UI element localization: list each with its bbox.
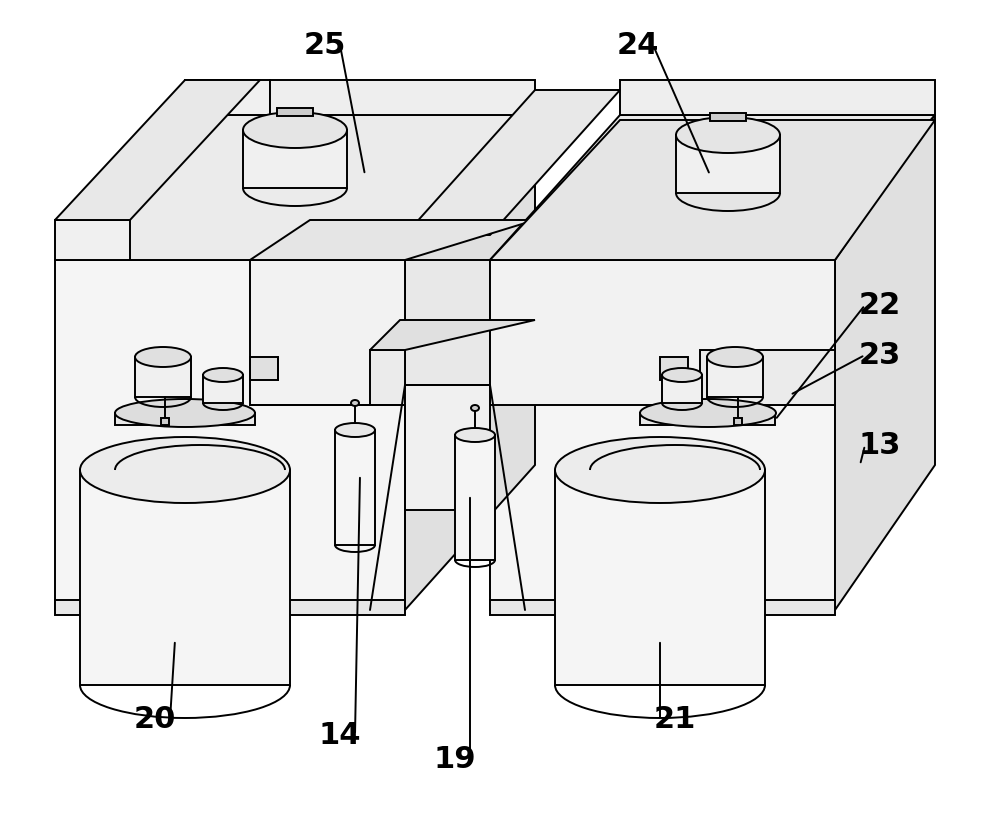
Polygon shape xyxy=(161,418,169,425)
Ellipse shape xyxy=(455,428,495,442)
Polygon shape xyxy=(490,120,935,260)
Ellipse shape xyxy=(676,117,780,153)
Polygon shape xyxy=(135,357,191,397)
Polygon shape xyxy=(277,108,313,116)
Polygon shape xyxy=(370,350,405,405)
Polygon shape xyxy=(55,80,260,220)
Polygon shape xyxy=(734,418,742,425)
Polygon shape xyxy=(80,470,290,685)
Text: 22: 22 xyxy=(859,291,901,320)
Polygon shape xyxy=(405,115,535,610)
Polygon shape xyxy=(335,430,375,545)
Ellipse shape xyxy=(203,368,243,382)
Ellipse shape xyxy=(80,437,290,503)
Polygon shape xyxy=(55,260,405,610)
Text: 21: 21 xyxy=(654,706,696,735)
Polygon shape xyxy=(55,115,535,260)
Polygon shape xyxy=(115,413,255,425)
Ellipse shape xyxy=(351,400,359,406)
Text: 13: 13 xyxy=(859,431,901,459)
Polygon shape xyxy=(490,600,835,615)
Polygon shape xyxy=(640,413,775,425)
Polygon shape xyxy=(490,260,835,610)
Polygon shape xyxy=(405,90,620,235)
Polygon shape xyxy=(835,115,935,610)
Polygon shape xyxy=(250,220,535,260)
Ellipse shape xyxy=(335,423,375,437)
Text: 14: 14 xyxy=(319,721,361,750)
Polygon shape xyxy=(676,135,780,193)
Polygon shape xyxy=(405,260,490,385)
Text: 25: 25 xyxy=(304,31,346,59)
Polygon shape xyxy=(55,600,405,615)
Polygon shape xyxy=(185,80,270,115)
Polygon shape xyxy=(370,320,535,350)
Ellipse shape xyxy=(471,405,479,411)
Polygon shape xyxy=(710,113,746,121)
Text: 24: 24 xyxy=(617,31,659,59)
Polygon shape xyxy=(555,470,765,685)
Polygon shape xyxy=(490,115,935,260)
Polygon shape xyxy=(662,375,702,403)
Text: 20: 20 xyxy=(134,706,176,735)
Polygon shape xyxy=(250,357,278,380)
Ellipse shape xyxy=(115,399,255,427)
Ellipse shape xyxy=(707,347,763,367)
Polygon shape xyxy=(243,130,347,188)
Text: 19: 19 xyxy=(434,746,476,775)
Polygon shape xyxy=(203,375,243,403)
Polygon shape xyxy=(660,357,688,380)
Ellipse shape xyxy=(662,368,702,382)
Polygon shape xyxy=(620,80,935,115)
Ellipse shape xyxy=(640,399,776,427)
Polygon shape xyxy=(707,357,763,397)
Polygon shape xyxy=(250,260,405,405)
Polygon shape xyxy=(270,80,535,115)
Polygon shape xyxy=(490,260,835,405)
Ellipse shape xyxy=(243,112,347,148)
Ellipse shape xyxy=(135,347,191,367)
Ellipse shape xyxy=(555,437,765,503)
Polygon shape xyxy=(455,435,495,560)
Polygon shape xyxy=(405,385,490,510)
Text: 23: 23 xyxy=(859,341,901,370)
Polygon shape xyxy=(700,350,835,405)
Polygon shape xyxy=(55,220,130,260)
